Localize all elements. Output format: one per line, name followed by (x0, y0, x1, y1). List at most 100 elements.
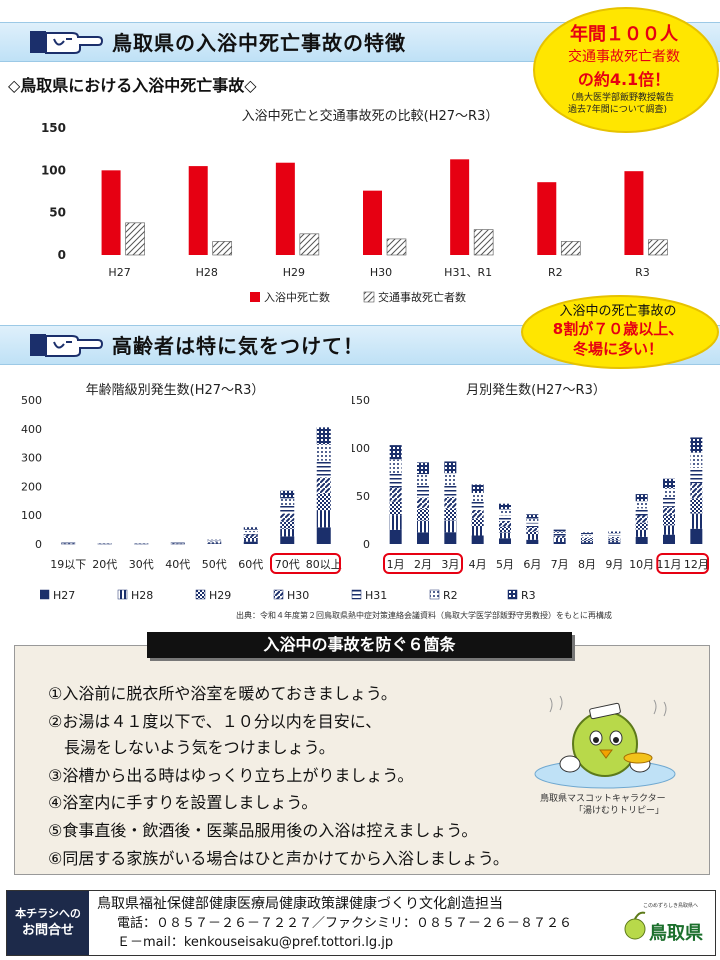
callout2-line2: 8割が７０歳以上、 (552, 320, 684, 338)
y-tick-label: 400 (21, 423, 42, 436)
bar-bath-death (101, 170, 121, 255)
stack-segment (499, 520, 511, 527)
callout1-note1: （鳥大医学部飯野教授報告 (566, 93, 675, 103)
x-tick-label: 40代 (165, 558, 190, 571)
rule-item: ⑤食事直後・飲酒後・医薬品服用後の入浴は控えましょう。 (48, 821, 478, 840)
bar-bath-death (275, 162, 295, 255)
stack-segment (243, 529, 258, 533)
stack-segment (553, 531, 566, 534)
stack-segment (207, 540, 222, 542)
stack-segment (243, 539, 258, 542)
x-tick-label: R2 (548, 266, 563, 279)
bar-traffic-death (212, 241, 233, 256)
tottori-logo: このめずらしき鳥取県へ 鳥取県 (624, 902, 703, 944)
section2-title: 高齢者は特に気をつけて！ (112, 334, 364, 358)
contact-footer: 本チラシへの お問合せ 鳥取県福祉保健部健康医療局健康政策課健康づくり文化創造担… (6, 890, 716, 956)
x-tick-label: 6月 (523, 558, 541, 571)
stack-segment (316, 427, 331, 445)
x-tick-label: 20代 (92, 558, 117, 571)
x-tick-label: H30 (370, 266, 392, 279)
y-tick-label: 500 (21, 394, 42, 407)
mascot-bird-icon (534, 695, 676, 789)
logo-text: 鳥取県 (649, 922, 703, 944)
stack-segment (471, 484, 484, 493)
rule-item: ⑥同居する家族がいる場合はひと声かけてから入浴しましょう。 (48, 849, 509, 868)
x-tick-label: H29 (283, 266, 305, 279)
rules-title: 入浴中の事故を防ぐ６箇条 (147, 632, 572, 658)
contact-label: 本チラシへの お問合せ (7, 891, 89, 955)
stack-segment (553, 529, 566, 532)
rule-item: ①入浴前に脱衣所や浴室を暖めておきましょう。 (48, 684, 397, 703)
stack-segment (608, 540, 621, 543)
stack-segment (608, 542, 621, 544)
stack-segment (663, 516, 675, 526)
legend-label-year: H31 (365, 589, 387, 602)
callout1-note2: 過去7年間について調査) (568, 105, 667, 115)
callout-burst-2: 入浴中の死亡事故の 8割が７０歳以上、 冬場に多い！ (516, 292, 720, 372)
legend-swatch-year (507, 589, 518, 600)
rule-item: 長湯をしないよう気をつけましょう。 (48, 738, 335, 757)
x-tick-label: H27 (108, 266, 130, 279)
stack-segment (581, 535, 593, 538)
stack-segment (280, 536, 295, 544)
x-tick-label: 80以上 (306, 558, 342, 571)
x-tick-label: 50代 (202, 558, 227, 571)
stack-segment (553, 533, 566, 536)
x-tick-label: 1月 (387, 558, 405, 571)
x-tick-label: 3月 (441, 558, 459, 571)
callout2-line1: 入浴中の死亡事故の (559, 304, 677, 319)
contact-label-line1: 本チラシへの (15, 907, 81, 920)
x-tick-label: 60代 (238, 558, 263, 571)
stack-segment (608, 533, 621, 536)
bar-traffic-death (560, 241, 581, 256)
section1-title: 鳥取県の入浴中死亡事故の特徴 (112, 31, 406, 55)
contact-email: Ｅ－mail：kenkouseisaku@pref.tottori.lg.jp (117, 935, 394, 950)
legend-label-year: H28 (131, 589, 153, 602)
stack-segment (471, 501, 484, 510)
stack-segment (389, 515, 402, 530)
legend-label-year: R3 (521, 589, 536, 602)
stack-segment (635, 529, 648, 537)
chart-months: 月別発生数(H27～R3） 0 50 100 150 1月 2月 3月 4月 5月 6月 7月 8月 9… (352, 383, 710, 574)
x-tick-label: H28 (196, 266, 218, 279)
callout1-line1: 年間１００人 (570, 24, 678, 45)
legend-swatch-traffic (363, 291, 375, 303)
x-tick-label: 30代 (129, 558, 154, 571)
stack-segment (471, 492, 484, 502)
stack-segment (207, 542, 222, 543)
highlight-box (656, 553, 710, 574)
stack-segment (499, 515, 511, 521)
stack-segment (243, 532, 258, 535)
stack-segment (417, 509, 429, 521)
stack-segment (316, 527, 331, 544)
stack-segment (499, 509, 511, 516)
x-tick-label: 11月 (657, 558, 682, 571)
stack-segment (471, 509, 484, 519)
stack-segment (444, 508, 457, 521)
legend-label-year: R2 (443, 589, 458, 602)
stack-segment (389, 529, 402, 544)
highlight-box (383, 553, 463, 574)
stack-segment (316, 510, 331, 528)
y-tick-label: 150 (352, 394, 370, 407)
y-tick-label: 150 (41, 121, 66, 135)
stack-segment (608, 531, 621, 534)
legend-swatch-year (273, 589, 284, 600)
mascot-caption-1: 鳥取県マスコットキャラクター (540, 794, 666, 804)
stack-segment (663, 497, 675, 507)
stack-segment (444, 473, 457, 486)
bar-bath-death (188, 166, 208, 255)
callout-burst-1: 年間１００人 交通事故死亡者数 の約4.1倍！ （鳥大医学部飯野教授報告 過去7… (528, 4, 720, 136)
stack-segment (444, 532, 457, 544)
stack-segment (170, 542, 185, 544)
stack-segment (690, 437, 703, 453)
highlight-box (270, 553, 341, 574)
stack-segment (207, 542, 222, 544)
stack-segment (608, 536, 621, 539)
y-tick-label: 300 (21, 452, 42, 465)
source-note: 出典：令和４年度第２回鳥取県熱中症対策連絡会議資料（鳥取大学医学部飯野守男教授）… (236, 611, 612, 620)
stack-segment (389, 487, 402, 502)
chart1-title: 入浴中死亡と交通事故死の比較(H27～R3） (242, 108, 499, 124)
x-tick-label: 9月 (605, 558, 623, 571)
x-tick-label: 19以下 (50, 558, 86, 571)
